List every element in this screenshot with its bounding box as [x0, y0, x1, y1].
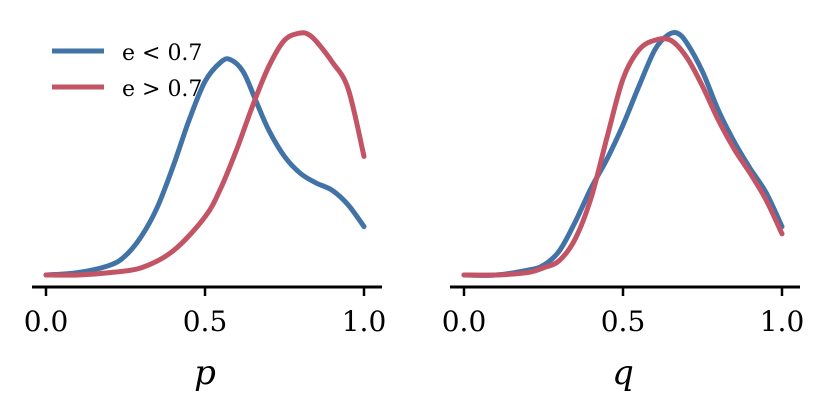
left-series-line-e-lt-0-7 — [43, 56, 367, 278]
right-curves — [461, 29, 785, 278]
left-x-axis-label: p — [194, 353, 216, 393]
right-series-line-e-lt-0-7 — [461, 29, 785, 278]
right-series-line-e-gt-0-7 — [461, 36, 785, 278]
left-x-ticks: 0.0 0.5 1.0 — [24, 287, 387, 338]
legend: e < 0.7 e > 0.7 — [52, 41, 202, 102]
left-plot-panel: 0.0 0.5 1.0 p e < 0.7 e > 0.7 — [24, 30, 387, 393]
legend-label-high: e > 0.7 — [122, 77, 202, 102]
right-x-ticks: 0.0 0.5 1.0 — [442, 287, 805, 338]
right-x-tick-label-1: 0.5 — [601, 305, 646, 338]
left-series-line-e-gt-0-7 — [43, 30, 367, 278]
right-x-axis-label: q — [612, 353, 634, 393]
left-x-tick-label-0: 0.0 — [24, 305, 69, 338]
left-x-tick-label-2: 1.0 — [342, 305, 387, 338]
left-x-tick-label-1: 0.5 — [183, 305, 228, 338]
left-curves — [43, 30, 367, 278]
right-x-tick-label-0: 0.0 — [442, 305, 487, 338]
right-x-tick-label-2: 1.0 — [760, 305, 805, 338]
right-plot-panel: 0.0 0.5 1.0 q — [442, 29, 805, 393]
legend-label-low: e < 0.7 — [122, 41, 202, 66]
